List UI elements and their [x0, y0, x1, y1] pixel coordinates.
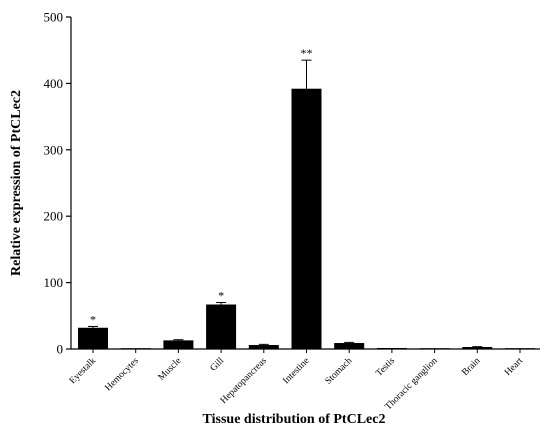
y-tick-label: 500 [44, 10, 64, 25]
x-tick-label: Brain [460, 356, 482, 378]
x-tick-label: Testis [374, 356, 397, 379]
x-tick-label: Muscle [157, 356, 184, 383]
x-tick-label: Intestine [281, 356, 311, 386]
y-tick-label: 300 [44, 142, 64, 157]
x-tick-label: Heart [503, 356, 525, 378]
y-tick-label: 0 [57, 342, 64, 357]
bar-gill [206, 304, 237, 349]
x-tick-label: Gill [209, 356, 227, 374]
x-axis-title: Tissue distribution of PtCLec2 [203, 412, 386, 427]
x-tick-label: Stomach [324, 356, 355, 387]
x-tick-label: Hemocytes [104, 356, 142, 394]
error-bars [88, 59, 483, 348]
bar-heart [505, 348, 535, 349]
y-tick-label: 100 [44, 275, 64, 290]
bar-brain [462, 347, 493, 349]
bars [78, 88, 535, 349]
y-axis-title: Relative expression of PtCLec2 [9, 90, 24, 276]
y-tick-label: 200 [44, 209, 64, 224]
x-axis [71, 348, 540, 353]
significance-label: * [90, 312, 96, 326]
x-tick-label: Hepatopancreas [219, 356, 269, 406]
significance-labels: **** [90, 46, 313, 326]
y-axis: 0 100 200 300 400 500 [44, 10, 72, 357]
bar-thoracic-ganglion [419, 348, 450, 349]
x-tick-label: Eyestalk [68, 356, 98, 386]
x-tick-labels: Eyestalk Hemocytes Muscle GillHepatopancrea… [68, 356, 525, 412]
bar-hemocytes [120, 348, 151, 349]
y-tick-label: 400 [44, 76, 64, 91]
significance-label: * [218, 289, 224, 303]
significance-label: ** [301, 46, 313, 60]
bar-muscle [163, 340, 194, 349]
bar-intestine [291, 88, 322, 349]
bar-eyestalk [78, 327, 108, 349]
bar-hepatopancreas [248, 345, 279, 349]
bar-testis [376, 348, 407, 349]
bar-stomach [334, 343, 365, 349]
